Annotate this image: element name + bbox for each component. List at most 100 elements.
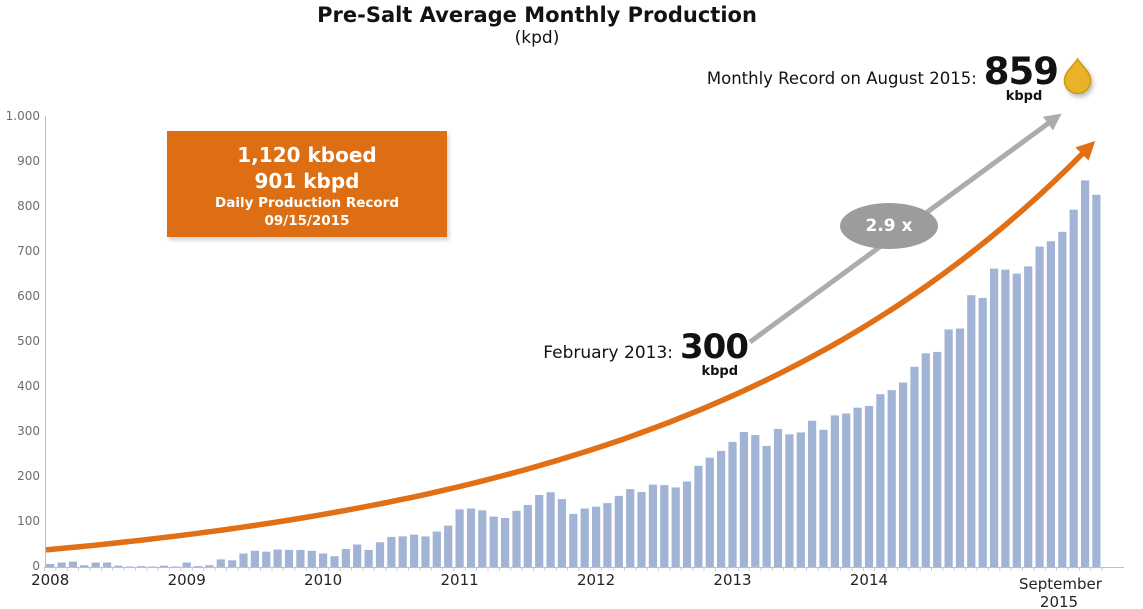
bar-2009-07 xyxy=(250,550,259,567)
bar-2008-06 xyxy=(103,562,112,567)
bar-2014-03 xyxy=(887,390,896,567)
bar-2015-07 xyxy=(1069,209,1078,567)
oil-drop-icon xyxy=(1063,57,1092,94)
bar-2012-09 xyxy=(682,481,692,567)
y-axis-label-1.000: 1.000 xyxy=(5,109,40,123)
bar-2010-10 xyxy=(421,536,430,567)
x-axis-label-2009: 2009 xyxy=(167,571,206,589)
y-axis-label-100: 100 xyxy=(17,514,40,528)
bar-2013-04 xyxy=(762,445,771,567)
bar-2013-08 xyxy=(808,420,817,568)
bar-2009-09 xyxy=(273,549,282,568)
y-axis-label-600: 600 xyxy=(17,289,40,303)
bar-2009-01 xyxy=(182,562,191,567)
bar-2009-05 xyxy=(228,560,237,568)
bar-2014-07 xyxy=(933,351,942,567)
bar-2013-12 xyxy=(853,407,862,567)
bar-2014-05 xyxy=(910,366,919,568)
bar-2008-03 xyxy=(68,561,77,567)
bar-2009-08 xyxy=(262,551,271,567)
bar-2012-05 xyxy=(637,491,646,568)
bar-2011-10 xyxy=(557,499,566,568)
bar-2012-03 xyxy=(614,495,623,567)
x-axis-label-2008: 2008 xyxy=(31,571,70,589)
bar-2011-05 xyxy=(501,518,510,568)
bar-2008-04 xyxy=(80,565,89,567)
bar-2015-01 xyxy=(1001,269,1010,567)
bar-2013-02 xyxy=(739,432,748,567)
bar-2010-08 xyxy=(398,536,407,567)
record-kboed-value: 1,120 kboed xyxy=(237,143,377,167)
bar-2012-12 xyxy=(717,450,726,567)
bar-2011-03 xyxy=(478,510,487,567)
bar-2012-01 xyxy=(592,506,601,567)
y-axis-label-0: 0 xyxy=(32,559,40,573)
x-axis-label-2012: 2012 xyxy=(576,571,616,589)
bar-2012-02 xyxy=(603,503,612,567)
bar-2010-11 xyxy=(432,531,441,568)
bar-2008-07 xyxy=(114,565,123,567)
y-axis-label-500: 500 xyxy=(17,334,40,348)
x-axis-label-2011: 2011 xyxy=(440,571,479,589)
bar-2015-09 xyxy=(1092,194,1101,568)
bar-2012-04 xyxy=(626,489,635,567)
bar-2011-02 xyxy=(466,508,476,567)
feb-2013-label: February 2013: xyxy=(543,343,674,363)
bar-2009-06 xyxy=(239,553,248,567)
bar-2010-07 xyxy=(387,536,396,568)
bar-2011-04 xyxy=(489,516,498,567)
bar-2012-06 xyxy=(648,484,657,567)
bar-2011-01 xyxy=(455,509,464,567)
bar-2010-05 xyxy=(364,549,373,567)
bar-2010-03 xyxy=(341,549,350,567)
bar-2008-09 xyxy=(137,566,146,567)
bar-2013-06 xyxy=(785,434,794,568)
y-axis-label-200: 200 xyxy=(17,469,40,483)
bar-2014-04 xyxy=(899,382,908,567)
bar-2010-01 xyxy=(319,553,328,567)
bar-2014-09 xyxy=(955,328,965,567)
bar-2011-09 xyxy=(546,492,555,567)
bar-2011-07 xyxy=(523,504,532,567)
bar-2014-12 xyxy=(990,268,999,567)
bar-2013-11 xyxy=(842,413,851,567)
bar-2008-08 xyxy=(125,566,134,567)
monthly-record-label: Monthly Record on August 2015: xyxy=(706,69,977,88)
bar-2011-08 xyxy=(535,495,544,567)
bar-2011-11 xyxy=(569,513,578,567)
monthly-record-annotation: Monthly Record on August 2015: 859 kbpd xyxy=(690,50,1059,104)
feb-2013-unit: kbpd xyxy=(701,364,738,379)
bar-2009-03 xyxy=(205,565,214,567)
bar-2014-06 xyxy=(921,353,930,568)
monthly-record-unit: kbpd xyxy=(1005,89,1043,104)
bar-2010-06 xyxy=(375,542,385,568)
bar-2012-08 xyxy=(671,487,680,568)
x-axis-label-2010: 2010 xyxy=(304,571,343,589)
y-axis-label-700: 700 xyxy=(17,244,40,258)
bar-2009-12 xyxy=(307,550,316,567)
bar-2014-11 xyxy=(978,297,987,567)
monthly-record-value: 859 xyxy=(983,50,1059,93)
bar-2012-11 xyxy=(705,457,714,567)
bar-2015-08 xyxy=(1081,180,1090,567)
bar-2008-11 xyxy=(159,565,168,567)
bar-2010-02 xyxy=(330,556,339,567)
bar-2008-10 xyxy=(148,566,157,567)
bar-2015-04 xyxy=(1035,246,1044,567)
chart-title: Pre-Salt Average Monthly Production xyxy=(317,3,757,27)
trend-growth-arrow xyxy=(45,140,1096,553)
bar-2009-11 xyxy=(296,549,305,567)
feb-2013-value: 300 xyxy=(680,327,749,367)
x-axis-label-September-2015: September 2015 xyxy=(1019,575,1102,609)
bar-2009-10 xyxy=(284,549,294,567)
bar-2009-04 xyxy=(216,559,225,568)
bar-2012-10 xyxy=(694,465,703,568)
bar-2014-02 xyxy=(876,394,885,567)
bar-2015-03 xyxy=(1024,266,1033,567)
bar-2013-03 xyxy=(751,435,760,567)
bar-2012-07 xyxy=(660,485,669,567)
bar-2008-05 xyxy=(91,562,100,567)
bar-2015-06 xyxy=(1058,231,1067,568)
x-axis-label-2013: 2013 xyxy=(713,571,752,589)
